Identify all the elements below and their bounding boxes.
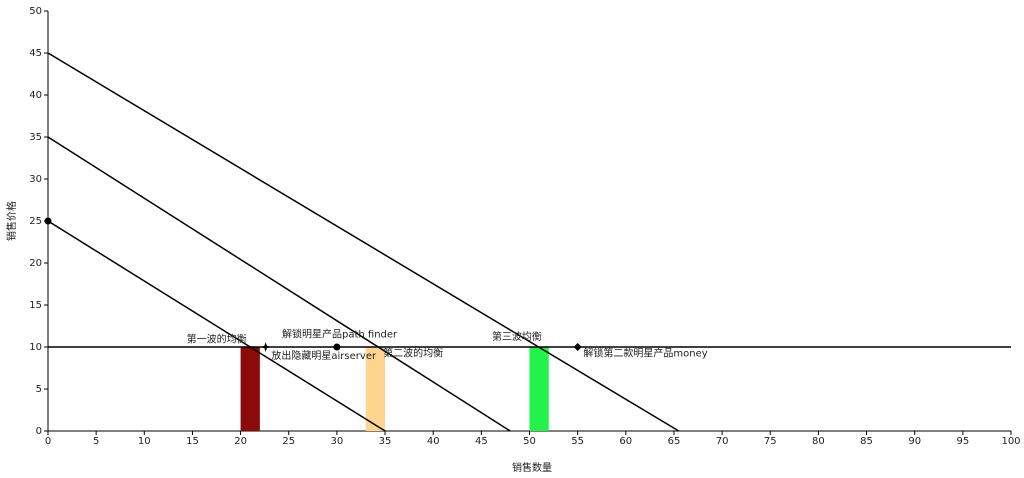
annotation: 第二波的均衡 — [383, 347, 443, 360]
y-tick-label: 45 — [29, 48, 42, 59]
x-tick-label: 70 — [716, 436, 729, 447]
line — [47, 52, 680, 432]
point-marker — [333, 343, 341, 351]
x-tick-label: 50 — [523, 436, 536, 447]
diamond-marker — [573, 343, 582, 351]
x-tick-label: 45 — [475, 436, 488, 447]
star-marker — [260, 342, 271, 352]
x-tick-label: 75 — [764, 436, 777, 447]
x-tick-label: 30 — [331, 436, 344, 447]
x-tick-label: 100 — [1001, 436, 1020, 447]
x-tick-label: 65 — [668, 436, 681, 447]
y-tick-label: 25 — [29, 216, 42, 227]
x-tick-label: 95 — [956, 436, 969, 447]
x-tick-label: 60 — [619, 436, 632, 447]
y-tick-label: 5 — [36, 384, 42, 395]
annotation: 第一波的均衡 — [187, 332, 247, 345]
y-tick-label: 50 — [29, 6, 42, 17]
y-tick-label: 15 — [29, 300, 42, 311]
x-tick-label: 25 — [282, 436, 295, 447]
y-tick-label: 10 — [29, 342, 42, 353]
line — [47, 220, 386, 432]
x-tick-label: 90 — [908, 436, 921, 447]
x-tick-label: 85 — [860, 436, 873, 447]
point-marker — [44, 217, 52, 225]
y-tick-label: 30 — [29, 174, 42, 185]
y-tick-label: 40 — [29, 90, 42, 101]
x-tick-label: 0 — [45, 436, 51, 447]
annotation: 解锁明星产品path finder — [282, 327, 398, 340]
annotation: 第三波均衡 — [492, 330, 542, 343]
bar — [240, 347, 260, 431]
x-tick-label: 15 — [186, 436, 199, 447]
x-axis-label: 销售数量 — [512, 461, 552, 474]
x-tick-label: 55 — [571, 436, 584, 447]
annotation: 解锁第二款明星产品money — [583, 347, 707, 360]
y-tick-label: 20 — [29, 258, 42, 269]
y-tick-label: 0 — [36, 426, 42, 437]
x-tick-label: 35 — [379, 436, 392, 447]
bar — [529, 347, 549, 431]
y-tick-label: 35 — [29, 132, 42, 143]
x-tick-label: 20 — [234, 436, 247, 447]
x-tick-label: 40 — [427, 436, 440, 447]
x-tick-label: 10 — [138, 436, 151, 447]
x-tick-label: 80 — [812, 436, 825, 447]
annotation: 放出隐藏明星airserver — [271, 349, 377, 362]
line — [47, 136, 511, 432]
y-axis-label: 销售价格 — [5, 201, 18, 241]
x-tick-label: 5 — [93, 436, 99, 447]
bar — [365, 347, 386, 431]
